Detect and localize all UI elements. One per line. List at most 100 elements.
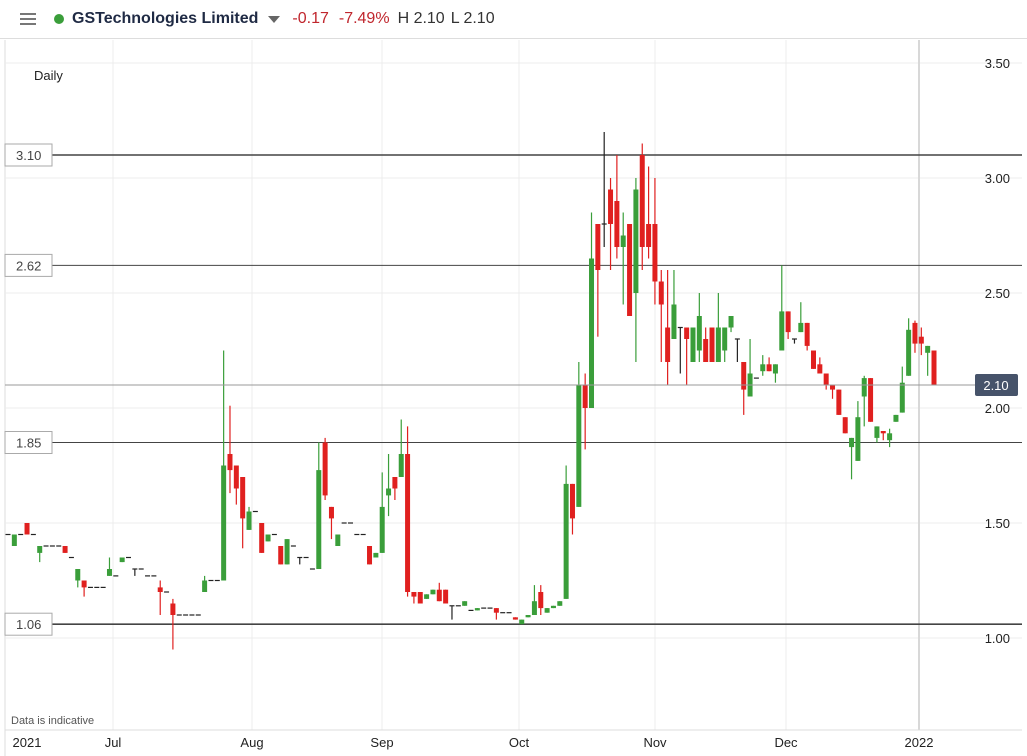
candle-body (639, 155, 645, 247)
candle (728, 316, 734, 333)
candle (316, 442, 322, 569)
high-value: H 2.10 (397, 10, 445, 27)
candle (747, 339, 753, 397)
candle (614, 155, 620, 259)
level-label-box (4, 143, 53, 167)
candle (925, 345, 931, 376)
candle (525, 615, 531, 618)
x-tick-label: Jul (105, 735, 122, 750)
candle-body (627, 224, 633, 316)
candle (633, 178, 639, 362)
candle (519, 619, 525, 625)
candle (557, 601, 563, 606)
candle-body (436, 589, 442, 602)
instrument-title[interactable]: GSTechnologies Limited (72, 10, 259, 27)
candle-body (11, 534, 17, 546)
candle-body (817, 364, 823, 374)
interval-label: Daily (34, 68, 63, 83)
low-value: L 2.10 (450, 10, 495, 27)
last-price-label: 2.10 (983, 378, 1008, 393)
candle (696, 293, 702, 362)
candle (823, 373, 829, 390)
candle-body (690, 327, 696, 362)
candle (297, 556, 303, 565)
level-label-box (4, 431, 53, 454)
candle-body (823, 373, 829, 385)
last-price-marker: 2.10 (5, 374, 1018, 396)
candle-body (810, 350, 816, 369)
candle (601, 132, 607, 247)
candle (474, 608, 480, 611)
candle-body (855, 417, 861, 461)
candle-body (569, 483, 575, 519)
candle-body (665, 327, 671, 362)
candle (791, 338, 797, 344)
candle (620, 212, 626, 305)
candle (810, 350, 816, 369)
candle-body (899, 382, 905, 413)
candle-body (728, 316, 734, 328)
candle (259, 523, 265, 553)
candle (493, 608, 499, 620)
candle (690, 327, 696, 362)
y-axis: 3.50 3.00 2.50 2.00 1.50 1.00 (985, 56, 1010, 646)
candle (265, 534, 271, 542)
candle (544, 608, 550, 613)
candle (424, 594, 430, 599)
candle-body (474, 608, 480, 611)
candle (62, 546, 68, 553)
candle (538, 585, 544, 615)
candle-body (836, 389, 842, 415)
candle (766, 357, 772, 372)
candle (734, 338, 740, 362)
candle-body (512, 617, 518, 620)
hamburger-menu-icon[interactable] (20, 13, 36, 25)
y-tick-label: 3.00 (985, 171, 1010, 186)
x-tick-label: Aug (240, 735, 263, 750)
candle (81, 580, 87, 597)
candle (817, 357, 823, 374)
candle (392, 477, 398, 500)
candle-body (842, 417, 848, 434)
candle (531, 585, 537, 615)
candle-body (760, 364, 766, 372)
candle-body (595, 224, 601, 270)
candle (887, 428, 893, 448)
x-tick-label: 2022 (905, 735, 934, 750)
candle-body (557, 601, 563, 606)
candle (671, 270, 677, 339)
candle-body (766, 364, 772, 372)
candle (430, 589, 436, 595)
candle-body (918, 336, 924, 344)
candle-body (531, 601, 537, 615)
candle-body (608, 189, 614, 224)
candle-body (398, 454, 404, 477)
candle (284, 539, 290, 565)
candle-body (81, 580, 87, 588)
price-change: -0.17 (292, 10, 329, 27)
candle (550, 605, 556, 609)
candle-body (322, 442, 328, 496)
candle (328, 506, 334, 540)
candle (677, 326, 683, 374)
level-label-box (4, 612, 53, 636)
candle (119, 557, 125, 563)
y-tick-label: 1.00 (985, 631, 1010, 646)
candle-body (544, 608, 550, 613)
candle (106, 557, 112, 576)
candle (861, 375, 867, 427)
candle-body (576, 385, 582, 507)
candle (912, 320, 918, 353)
candle (582, 373, 588, 450)
candle (741, 362, 747, 415)
candle (373, 552, 379, 558)
candle (576, 362, 582, 507)
chart-header: GSTechnologies Limited -0.17 -7.49% H 2.… (0, 0, 1027, 39)
candle (589, 212, 595, 408)
candle-body (893, 414, 899, 422)
candle-body (202, 580, 208, 592)
candle-body (671, 304, 677, 339)
candle (880, 431, 886, 441)
instrument-dropdown-caret-icon[interactable] (268, 15, 281, 23)
